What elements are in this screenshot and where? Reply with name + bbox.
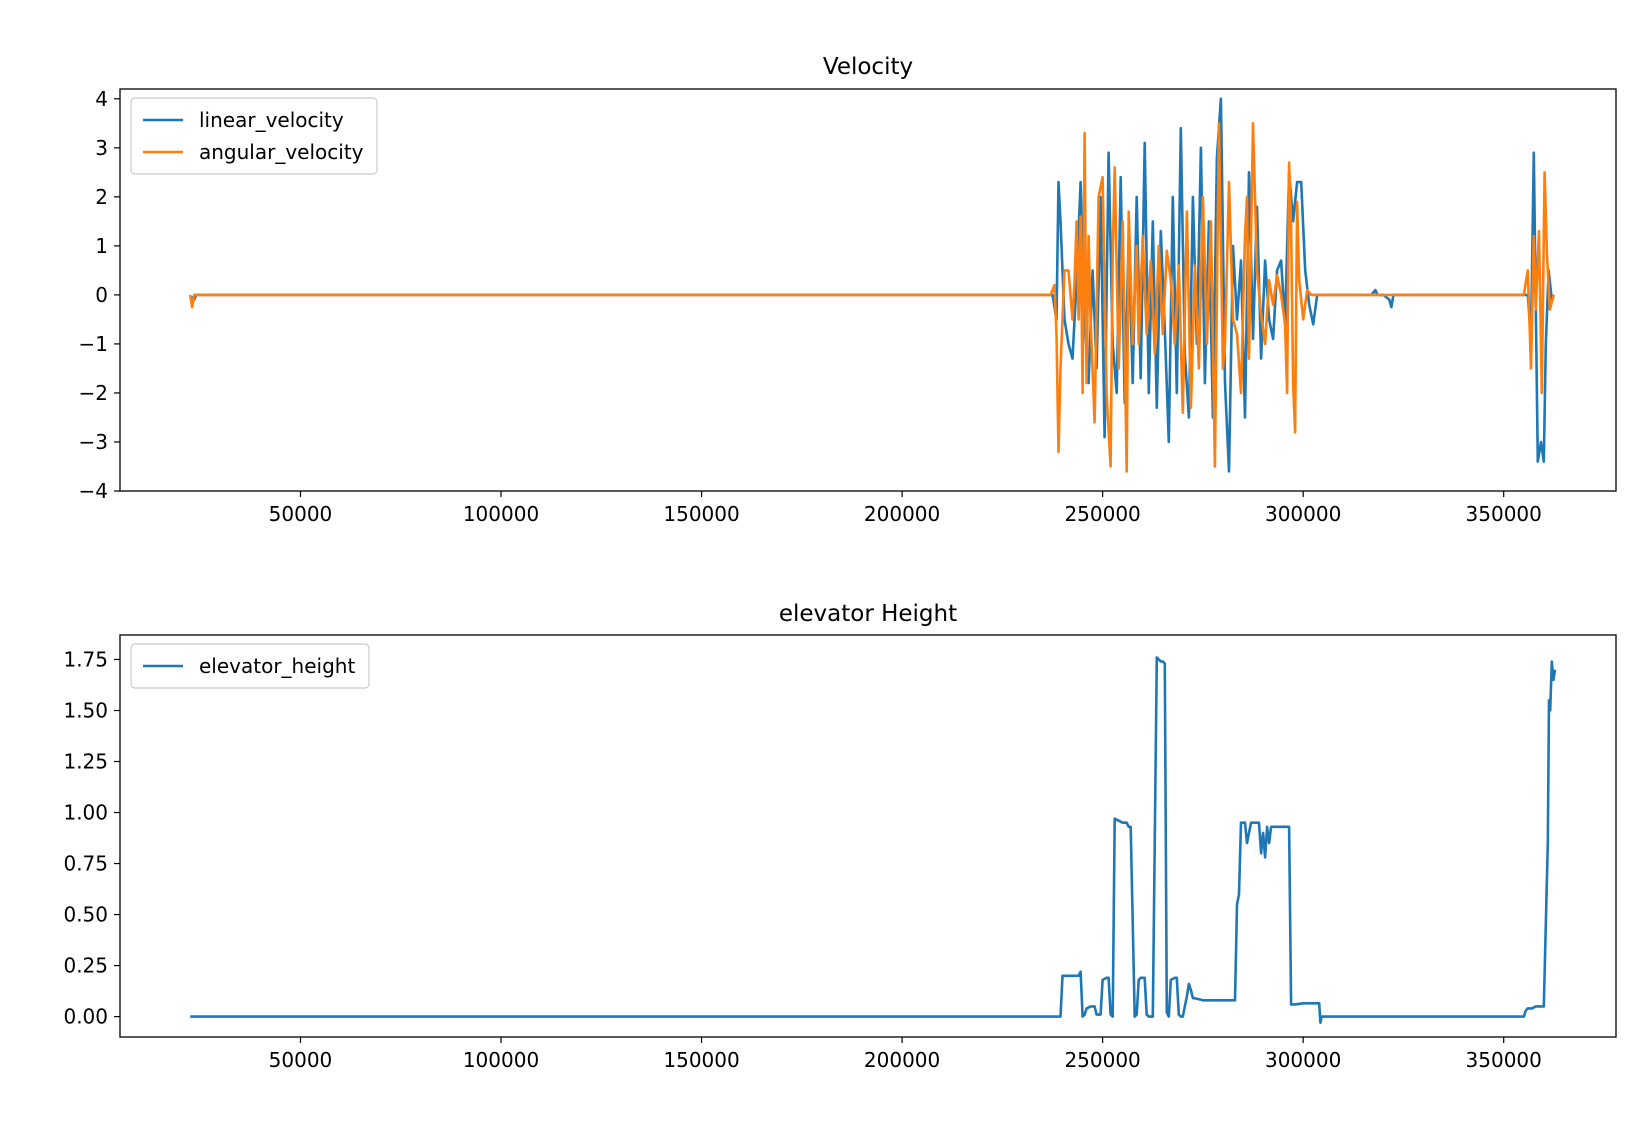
x-tick-label: 300000 xyxy=(1265,502,1341,526)
series-lines xyxy=(190,656,1557,1024)
x-axis: 50000 100000 150000 200000 250000 300000 35000… xyxy=(269,1037,1542,1072)
x-axis: 50000 100000 150000 200000 250000 300000 35000… xyxy=(269,491,1542,526)
legend: elevator_height xyxy=(130,643,370,689)
x-tick-label: 150000 xyxy=(663,1048,739,1072)
x-tick-label: 350000 xyxy=(1466,502,1542,526)
y-tick-label: 1.50 xyxy=(63,699,108,723)
x-tick-label: 200000 xyxy=(864,502,940,526)
y-tick-label: 1 xyxy=(95,234,108,258)
y-tick-label: 1.75 xyxy=(63,647,108,671)
x-tick-label: 50000 xyxy=(269,502,333,526)
elevator-height-chart: elevator Height 50000 100000 150000 200000 2… xyxy=(63,601,1617,1072)
x-tick-label: 250000 xyxy=(1064,502,1140,526)
y-tick-label: −1 xyxy=(79,332,108,356)
x-tick-label: 50000 xyxy=(269,1048,333,1072)
y-tick-label: 0.00 xyxy=(63,1005,108,1029)
y-tick-label: −4 xyxy=(79,479,108,503)
series-line-elevator-height xyxy=(190,656,1557,1024)
x-tick-label: 200000 xyxy=(864,1048,940,1072)
series-line-angular-velocity xyxy=(188,122,1556,473)
y-tick-label: 0.25 xyxy=(63,954,108,978)
chart-title: elevator Height xyxy=(779,601,957,627)
y-tick-label: 2 xyxy=(95,185,108,209)
y-tick-label: 3 xyxy=(95,136,108,160)
velocity-chart: Velocity 50000 100000 150000 200000 250000 30… xyxy=(79,54,1617,526)
x-tick-label: 150000 xyxy=(663,502,739,526)
y-axis: −4 −3 −2 −1 0 1 2 3 4 xyxy=(79,87,120,503)
legend-label: elevator_height xyxy=(199,654,355,678)
plot-frame xyxy=(119,634,1617,1038)
x-tick-label: 100000 xyxy=(463,502,539,526)
legend-box xyxy=(130,643,370,689)
legend: linear_velocity angular_velocity xyxy=(130,97,378,175)
y-tick-label: 0 xyxy=(95,283,108,307)
legend-box xyxy=(130,97,378,175)
series-lines xyxy=(188,97,1556,473)
y-tick-label: 0.50 xyxy=(63,903,108,927)
y-tick-label: 0.75 xyxy=(63,852,108,876)
y-axis: 0.00 0.25 0.50 0.75 1.00 1.25 1.50 1.75 xyxy=(63,647,120,1029)
x-tick-label: 300000 xyxy=(1265,1048,1341,1072)
plot-frame xyxy=(119,88,1617,492)
x-tick-label: 350000 xyxy=(1466,1048,1542,1072)
y-tick-label: 4 xyxy=(95,87,108,111)
x-tick-label: 100000 xyxy=(463,1048,539,1072)
x-tick-label: 250000 xyxy=(1064,1048,1140,1072)
y-tick-label: 1.00 xyxy=(63,801,108,825)
y-tick-label: −2 xyxy=(79,381,108,405)
legend-label: linear_velocity xyxy=(199,108,344,132)
y-tick-label: 1.25 xyxy=(63,750,108,774)
chart-title: Velocity xyxy=(823,54,913,80)
y-tick-label: −3 xyxy=(79,430,108,454)
legend-label: angular_velocity xyxy=(199,140,364,164)
